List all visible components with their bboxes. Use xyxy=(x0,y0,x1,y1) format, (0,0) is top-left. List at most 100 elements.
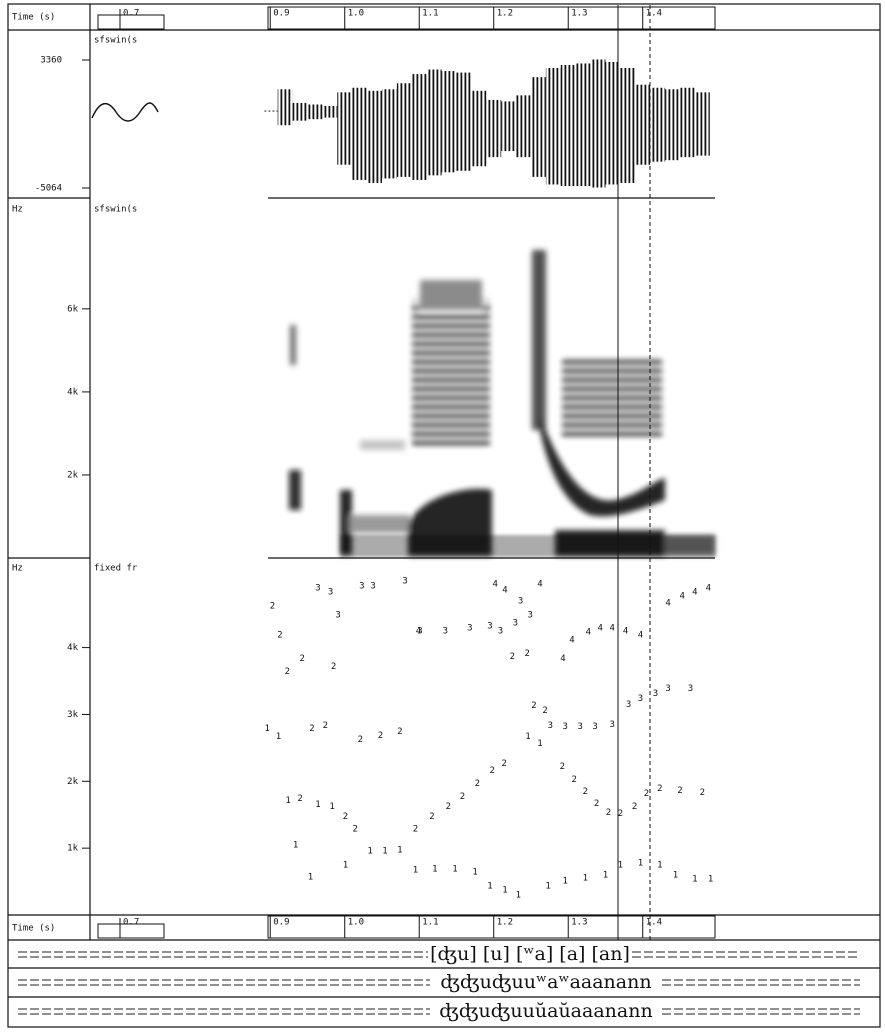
transcription: [ʤu] [u] [ʷa] [a] [an] xyxy=(430,943,630,965)
formant-point: 2 xyxy=(331,662,336,672)
x-axis-label: Time (s) xyxy=(12,13,55,23)
time-ruler xyxy=(267,915,716,939)
formant-point: 4 xyxy=(560,654,565,664)
formant-point: 2 xyxy=(277,631,282,641)
x-tick-label: 1.2 xyxy=(497,9,513,19)
x-tick-label: 0.9 xyxy=(273,918,289,928)
formant-point: 2 xyxy=(429,812,434,822)
inset-ruler xyxy=(97,14,165,30)
waveform-envelope xyxy=(530,77,546,177)
formant-point: 1 xyxy=(315,800,320,810)
formant-point: 1 xyxy=(413,865,418,875)
formant-point: 4 xyxy=(665,599,670,609)
waveform-envelope xyxy=(516,95,531,158)
formant-point: 2 xyxy=(510,652,515,662)
formant-point: 3 xyxy=(467,624,472,634)
formant-point: 3 xyxy=(315,584,320,594)
formant-point: 1 xyxy=(516,890,521,900)
y-tick-label: 1k xyxy=(67,844,78,854)
formant-point: 2 xyxy=(657,784,662,794)
time-ruler xyxy=(267,6,716,30)
waveform-envelope xyxy=(679,87,695,158)
formant-point: 1 xyxy=(265,724,270,734)
separator-dashes xyxy=(18,951,860,1015)
y-axis-label: Hz xyxy=(12,205,23,215)
formant-point: 3 xyxy=(359,582,364,592)
formant-point: 2 xyxy=(583,787,588,797)
formant-point: 4 xyxy=(586,628,591,638)
formant-point: 3 xyxy=(592,722,597,732)
waveform-envelope xyxy=(441,71,457,173)
formant-point: 4 xyxy=(502,586,507,596)
formant-point: 2 xyxy=(352,824,357,834)
formant-point: 3 xyxy=(513,619,518,629)
waveform-envelope xyxy=(635,84,651,165)
spectrogram xyxy=(289,250,715,557)
formant-point: 2 xyxy=(594,799,599,809)
formant-point: 1 xyxy=(525,732,530,742)
waveform-envelope xyxy=(620,68,636,183)
formant-point: 2 xyxy=(700,788,705,798)
y-tick-label: 3k xyxy=(67,710,78,720)
x-tick-label: 0.9 xyxy=(273,9,289,19)
formant-point: 1 xyxy=(285,796,290,806)
x-tick-label: 1.1 xyxy=(422,9,438,19)
formant-point: 2 xyxy=(677,786,682,796)
formant-point: 1 xyxy=(502,885,507,895)
formant-point: 2 xyxy=(542,706,547,716)
formant-point: 3 xyxy=(518,597,523,607)
formant-point: 3 xyxy=(688,684,693,694)
panel-label: sfswin(s xyxy=(94,36,137,46)
formant-point: 3 xyxy=(638,694,643,704)
formant-point: 2 xyxy=(490,766,495,776)
formant-point: 4 xyxy=(598,624,603,634)
waveform-envelope xyxy=(322,105,338,118)
x-tick-label: 1.0 xyxy=(348,9,364,19)
transcription: ʤʤuʤuuŭaŭaaanann xyxy=(439,1000,652,1022)
waveform-envelope xyxy=(501,101,517,152)
formant-point: 2 xyxy=(413,824,418,834)
formant-point: 1 xyxy=(603,870,608,880)
formant-point: 1 xyxy=(382,846,387,856)
formant-point: 1 xyxy=(708,874,713,884)
formant-point: 4 xyxy=(623,627,628,637)
waveform-envelope xyxy=(381,89,397,179)
waveform-envelope xyxy=(367,90,382,183)
formant-point: 4 xyxy=(692,588,697,598)
formant-point: 3 xyxy=(665,684,670,694)
x-tick-label: 1.3 xyxy=(571,918,587,928)
panel-label: sfswin(s xyxy=(94,205,137,215)
formant-point: 3 xyxy=(443,627,448,637)
formant-point: 4 xyxy=(680,592,685,602)
formant-point: 4 xyxy=(416,627,421,637)
formant-point: 4 xyxy=(493,580,498,590)
formant-point: 3 xyxy=(417,627,422,637)
waveform-envelope xyxy=(486,99,502,158)
formant-point: 4 xyxy=(537,580,542,590)
x-tick-label: 1.4 xyxy=(646,918,662,928)
formant-point: 2 xyxy=(358,735,363,745)
formant-point: 2 xyxy=(632,802,637,812)
formant-point: 3 xyxy=(548,721,553,731)
inset-waveform xyxy=(91,102,159,122)
formant-point: 1 xyxy=(308,872,313,882)
x-tick-label: 1.2 xyxy=(497,918,513,928)
waveform-envelope xyxy=(307,104,323,120)
formant-point: 1 xyxy=(537,739,542,749)
formant-point: 2 xyxy=(446,802,451,812)
formant-point: 1 xyxy=(397,845,402,855)
waveform-envelope xyxy=(560,64,576,187)
formant-point: 3 xyxy=(609,720,614,730)
x-tick-label: 1.3 xyxy=(571,9,587,19)
formant-point: 3 xyxy=(402,577,407,587)
formant-point: 3 xyxy=(370,582,375,592)
formant-point: 3 xyxy=(563,722,568,732)
formant-point: 2 xyxy=(397,727,402,737)
inset-ruler xyxy=(97,923,165,939)
formant-point: 1 xyxy=(432,864,437,874)
formant-point: 4 xyxy=(706,584,711,594)
formant-point: 2 xyxy=(531,701,536,711)
formant-point: 2 xyxy=(270,602,275,612)
formant-point: 1 xyxy=(452,864,457,874)
waveform-envelope xyxy=(396,83,412,177)
